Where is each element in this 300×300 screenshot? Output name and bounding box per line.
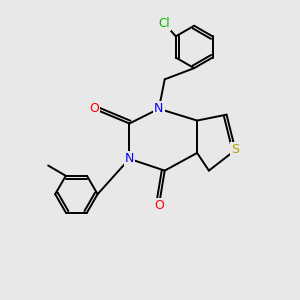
Text: N: N xyxy=(125,152,134,165)
Text: S: S xyxy=(231,143,239,157)
Text: N: N xyxy=(154,102,164,115)
Text: O: O xyxy=(89,102,99,115)
Text: Cl: Cl xyxy=(158,16,170,30)
Text: O: O xyxy=(154,200,164,212)
